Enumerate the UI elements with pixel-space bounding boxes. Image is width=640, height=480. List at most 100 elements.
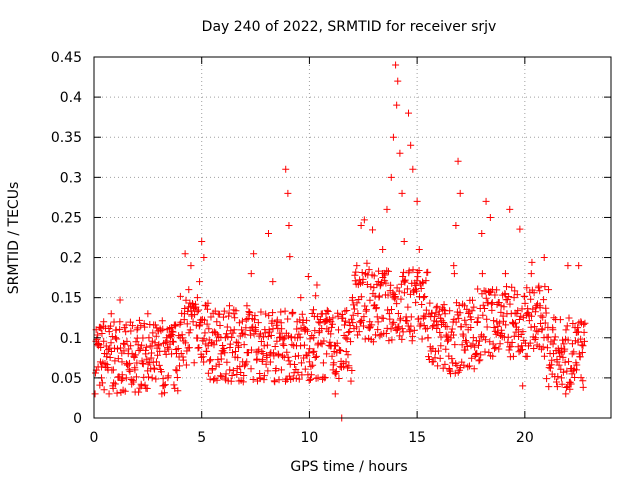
data-point [144,310,152,318]
data-point [556,352,564,360]
data-point [323,306,331,314]
data-point [384,291,392,299]
data-point [358,269,366,277]
data-point [448,355,456,363]
data-point [328,320,336,328]
data-point [283,348,291,356]
y-tick-label: 0.25 [51,210,82,226]
data-point [269,278,277,286]
data-point [549,340,557,348]
data-point [577,335,585,343]
data-point [91,390,99,398]
data-point [262,310,270,318]
data-point [270,352,278,360]
data-point [265,312,273,320]
data-point [149,358,157,366]
data-point [266,328,274,336]
data-point [409,165,417,173]
data-point [357,318,365,326]
data-point [267,332,275,340]
data-point [286,253,294,261]
data-point [543,375,551,383]
data-point [462,337,470,345]
data-point [578,349,586,357]
data-point [148,374,156,382]
data-point [169,328,177,336]
data-point [284,189,292,197]
data-point [563,322,571,330]
data-point [110,379,118,387]
data-point [483,315,491,323]
data-point [116,344,124,352]
data-point [100,337,108,345]
grid-lines [94,57,611,418]
data-point [164,372,172,380]
data-point [306,375,314,383]
data-point [263,353,271,361]
data-point [373,313,381,321]
data-point [323,350,331,358]
data-point [257,308,265,316]
data-point [222,370,230,378]
data-point [490,323,498,331]
data-point [321,374,329,382]
data-point [271,378,279,386]
data-point [182,296,190,304]
data-point [217,334,225,342]
data-point [581,337,589,345]
data-point [231,314,239,322]
data-point [467,342,475,350]
data-point [388,320,396,328]
data-point [108,366,116,374]
data-point [223,358,231,366]
data-point [145,334,153,342]
data-point [531,335,539,343]
data-point [294,352,302,360]
data-point [472,350,480,358]
data-point [508,283,516,291]
data-point [450,270,458,278]
data-point [269,309,277,317]
data-point [404,303,412,311]
data-point [443,323,451,331]
data-point [570,348,578,356]
data-point [465,308,473,316]
data-point [292,374,300,382]
data-point [116,296,124,304]
data-point [459,332,467,340]
data-point [467,323,475,331]
data-point [561,345,569,353]
data-point [112,326,120,334]
data-point [190,359,198,367]
data-point [300,341,308,349]
data-point [500,317,508,325]
data-point [456,309,464,317]
data-point [501,270,509,278]
data-point [254,319,262,327]
data-point [569,367,577,375]
data-point [467,315,475,323]
data-point [331,390,339,398]
data-point [151,339,159,347]
data-point [143,385,151,393]
data-point [206,357,214,365]
data-point [307,363,315,371]
data-point [569,319,577,327]
data-point [503,283,511,291]
data-point [198,238,206,246]
data-point [234,354,242,362]
data-point [107,339,115,347]
data-point [450,262,458,270]
data-point [413,277,421,285]
data-point [478,270,486,278]
data-point [235,319,243,327]
data-point [512,323,520,331]
data-point [490,317,498,325]
data-point [451,341,459,349]
data-point [240,341,248,349]
data-point [581,319,589,327]
data-point [306,345,314,353]
data-point [420,294,428,302]
data-point [580,320,588,328]
data-point [538,325,546,333]
